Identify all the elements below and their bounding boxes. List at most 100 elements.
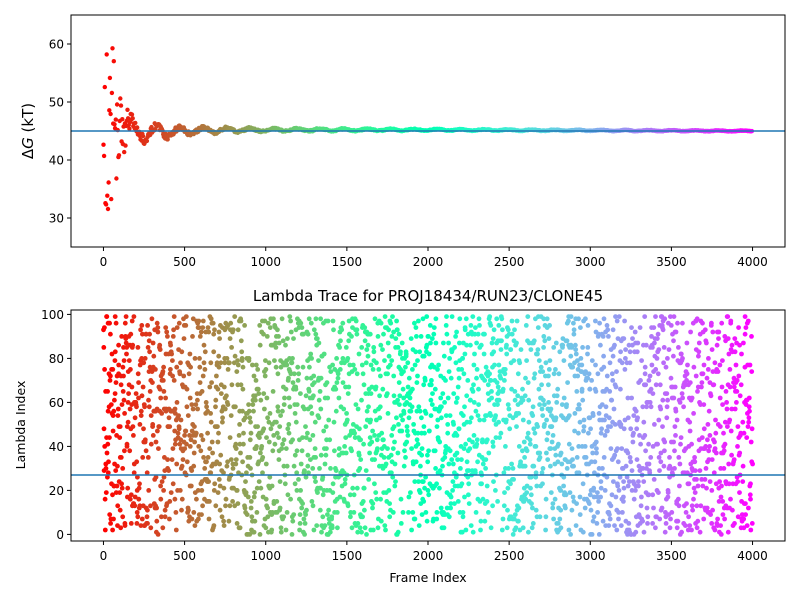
lambda-point xyxy=(108,402,114,407)
lambda-point xyxy=(136,380,142,385)
lambda-point xyxy=(726,351,732,357)
lambda-point xyxy=(522,463,528,469)
dg-point xyxy=(101,153,107,159)
lambda-point xyxy=(534,483,540,489)
lambda-point xyxy=(631,496,637,502)
lambda-point xyxy=(692,468,698,473)
lambda-point xyxy=(205,430,211,436)
lambda-point xyxy=(479,481,484,487)
lambda-point xyxy=(609,397,615,403)
lambda-point xyxy=(136,496,142,502)
lambda-point xyxy=(536,358,542,363)
lambda-point xyxy=(174,325,180,330)
lambda-point xyxy=(266,439,272,445)
lambda-point xyxy=(258,450,263,456)
lambda-point xyxy=(395,450,401,456)
dg-point xyxy=(120,117,125,122)
lambda-point xyxy=(650,345,655,350)
lambda-point xyxy=(642,433,648,438)
lambda-point xyxy=(178,360,183,366)
lambda-point xyxy=(569,446,575,451)
lambda-point xyxy=(298,391,303,396)
lambda-point xyxy=(556,441,561,447)
lambda-point xyxy=(322,523,328,528)
lambda-point xyxy=(342,477,348,482)
lambda-point xyxy=(401,369,406,374)
lambda-point xyxy=(163,395,169,401)
lambda-point xyxy=(283,527,289,533)
lambda-point xyxy=(687,419,693,425)
lambda-point xyxy=(195,406,201,412)
lambda-point xyxy=(174,364,180,370)
lambda-point xyxy=(624,474,630,480)
lambda-point xyxy=(191,450,197,456)
lambda-point xyxy=(640,404,646,410)
lambda-point xyxy=(446,514,452,520)
lambda-point xyxy=(328,369,334,374)
lambda-point xyxy=(216,430,221,436)
x-tick-label: 0 xyxy=(100,255,108,269)
lambda-point xyxy=(377,393,382,399)
lambda-point xyxy=(253,362,259,368)
lambda-point xyxy=(228,457,234,462)
lambda-point xyxy=(240,459,246,465)
lambda-point xyxy=(414,334,419,339)
lambda-point xyxy=(238,382,244,388)
lambda-point xyxy=(600,466,605,471)
lambda-point xyxy=(390,510,396,515)
lambda-point xyxy=(504,525,510,531)
lambda-point xyxy=(468,323,474,328)
lambda-point xyxy=(216,329,222,335)
lambda-point xyxy=(462,351,468,357)
lambda-point xyxy=(378,342,384,348)
lambda-point xyxy=(317,466,322,471)
lambda-point xyxy=(474,367,480,372)
lambda-point xyxy=(408,408,414,414)
lambda-point xyxy=(749,334,754,339)
lambda-point xyxy=(555,459,561,465)
lambda-point xyxy=(208,419,214,425)
lambda-point xyxy=(113,490,119,495)
lambda-point xyxy=(698,503,704,509)
lambda-point xyxy=(176,413,182,418)
lambda-point xyxy=(389,358,395,363)
lambda-point xyxy=(271,433,277,438)
lambda-point xyxy=(590,413,596,418)
lambda-point xyxy=(509,318,515,324)
lambda-point xyxy=(593,439,599,445)
lambda-point xyxy=(564,466,570,471)
lambda-point xyxy=(441,525,447,531)
lambda-point xyxy=(153,367,158,372)
lambda-point xyxy=(500,386,506,392)
lambda-point xyxy=(625,483,631,489)
lambda-point xyxy=(404,428,410,434)
lambda-point xyxy=(583,316,588,322)
lambda-point xyxy=(269,527,275,533)
lambda-point xyxy=(689,527,694,533)
lambda-point xyxy=(697,529,703,535)
lambda-point xyxy=(506,466,511,471)
lambda-point xyxy=(578,325,583,330)
lambda-point xyxy=(531,375,537,381)
lambda-point xyxy=(640,466,646,471)
lambda-point xyxy=(354,485,360,491)
lambda-point xyxy=(275,371,281,377)
lambda-point xyxy=(621,426,627,432)
lambda-point xyxy=(370,428,375,434)
lambda-point xyxy=(558,525,564,531)
lambda-point xyxy=(622,318,627,324)
lambda-point xyxy=(429,378,434,383)
lambda-point xyxy=(412,362,418,368)
lambda-point xyxy=(408,336,414,341)
lambda-point xyxy=(489,389,494,394)
lambda-point xyxy=(646,378,652,383)
lambda-point xyxy=(656,455,662,460)
lambda-point xyxy=(170,446,176,451)
lambda-point xyxy=(732,521,737,526)
lambda-point xyxy=(105,441,111,447)
lambda-point xyxy=(536,386,542,392)
lambda-point xyxy=(563,492,569,498)
lambda-point xyxy=(320,474,326,480)
lambda-point xyxy=(167,499,173,504)
